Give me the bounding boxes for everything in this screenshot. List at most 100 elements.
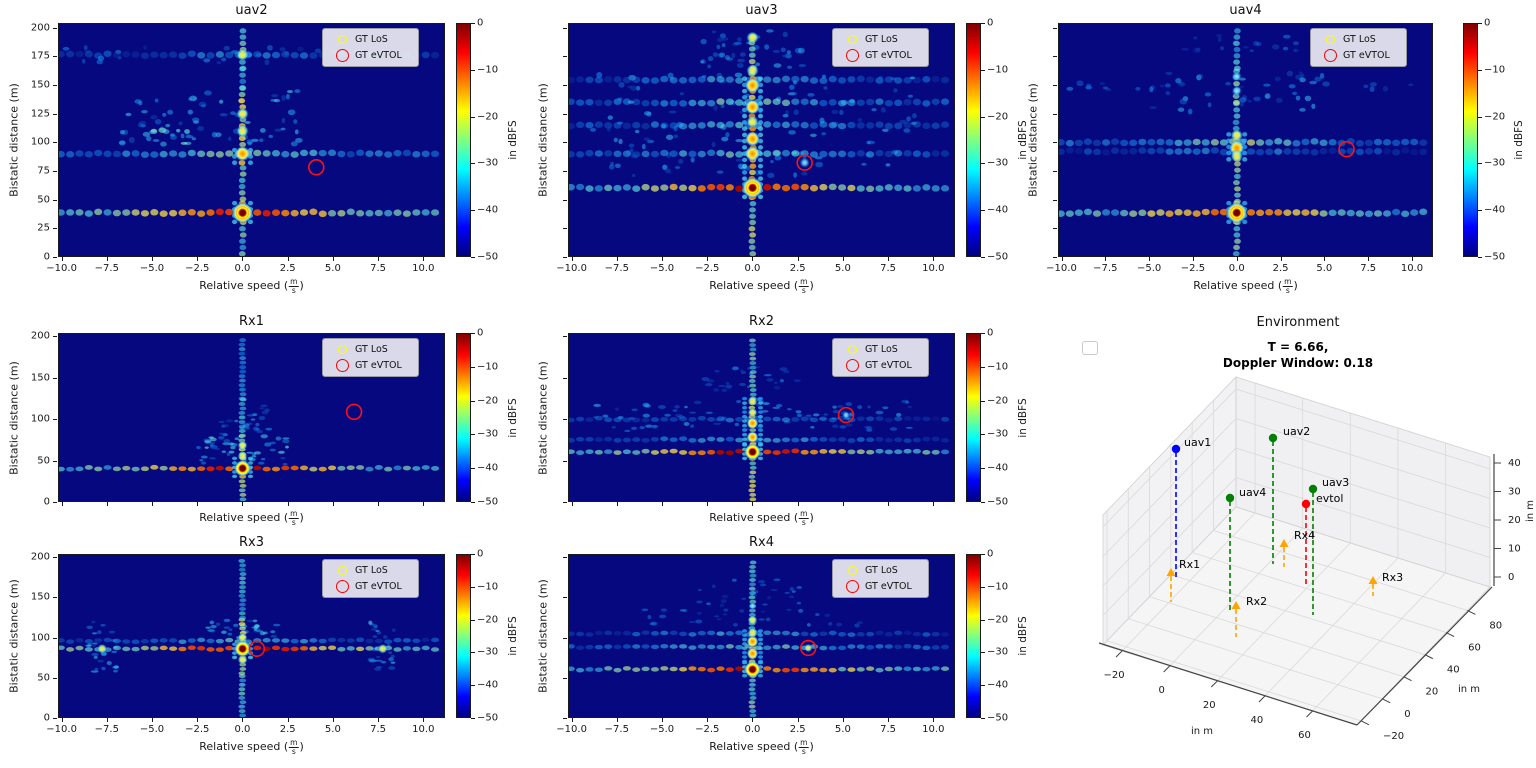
point-label-Rx4: Rx4 xyxy=(1294,529,1315,542)
x-tick-label: −5.0 xyxy=(649,263,675,274)
x-axis-label-Rx1: Relative speed (m s) xyxy=(199,509,304,527)
legend-item: GT eVTOL xyxy=(839,359,922,372)
env-y-tick-label: 60 xyxy=(1468,643,1481,654)
x-axis-label-suffix: ) xyxy=(809,510,814,524)
legend-label: GT LoS xyxy=(865,344,898,355)
x-tick-label: 5.0 xyxy=(834,724,851,735)
env-z-tick-label: 20 xyxy=(1508,515,1521,526)
bands-layer xyxy=(59,637,440,652)
x-axis-label-Rx4: Relative speed (m s) xyxy=(709,738,814,756)
colorbar-label-uav4: in dBFS xyxy=(1513,120,1525,160)
y-tick-label: 50 xyxy=(37,672,50,684)
y-tick xyxy=(53,718,57,719)
clutter-layer xyxy=(62,45,416,147)
x-tick xyxy=(152,718,154,722)
colorbar-tick xyxy=(471,163,475,165)
legend-item: GT LoS xyxy=(329,564,412,577)
fraction-denominator: s xyxy=(291,285,296,295)
x-tick-label: −2.5 xyxy=(185,263,210,274)
legend-ring xyxy=(845,580,859,593)
fraction-numerator: m xyxy=(799,277,809,287)
x-tick xyxy=(616,502,618,506)
x-tick xyxy=(332,502,334,506)
environment-subtitle-line1: T = 6.66, xyxy=(1267,340,1329,354)
markers-layer xyxy=(746,406,855,458)
x-tick xyxy=(1105,257,1107,261)
colorbar-label-Rx2: in dBFS xyxy=(1017,397,1029,438)
env-z-tick-label: 30 xyxy=(1508,487,1521,498)
x-tick xyxy=(61,257,63,261)
x-tick xyxy=(797,257,799,261)
y-tick xyxy=(53,460,57,462)
x-tick xyxy=(842,502,844,506)
gt-los-marker xyxy=(236,207,249,219)
y-tick xyxy=(1053,142,1057,144)
colorbar-tick xyxy=(471,69,475,71)
x-tick xyxy=(242,257,244,261)
clutter-layer xyxy=(1066,33,1414,115)
x-axis-label-Rx2: Relative speed (m s) xyxy=(709,509,814,527)
gt-evtol-marker xyxy=(800,639,817,657)
colorbar-tick xyxy=(981,23,985,24)
legend-ring xyxy=(847,345,857,354)
point-label-uav4: uav4 xyxy=(1239,486,1266,499)
legend-label: GT eVTOL xyxy=(355,360,402,371)
environment-legend-placeholder xyxy=(1082,341,1098,355)
y-tick xyxy=(53,419,57,421)
x-tick-label: −5.0 xyxy=(139,724,165,735)
x-tick xyxy=(616,257,618,261)
colorbar-Rx2 xyxy=(966,333,981,502)
y-axis-label-uav2: Bistatic distance (m) xyxy=(7,83,21,197)
x-tick xyxy=(662,502,664,506)
legend-item: GT LoS xyxy=(839,343,922,356)
peaks-layer xyxy=(743,601,762,678)
point-marker-uav4 xyxy=(1225,493,1235,503)
point-marker-uav1 xyxy=(1171,444,1181,454)
point-label-uav1: uav1 xyxy=(1184,436,1211,449)
x-tick-label: 7.5 xyxy=(370,263,387,274)
colorbar-tick-label: −30 xyxy=(477,646,499,658)
fraction-numerator: m xyxy=(799,738,809,748)
y-tick xyxy=(53,27,57,29)
colorbar-tick-label: 0 xyxy=(987,548,994,560)
peaks-layer xyxy=(233,440,252,477)
environment-panel: −20 0 20 40 60 in m −20 0 20 40 60 80 in m 0 10 20 30 40 i… xyxy=(1060,315,1536,768)
legend-item: GT eVTOL xyxy=(839,49,922,62)
heatmap-Rx4 xyxy=(568,554,955,718)
x-tick xyxy=(152,257,154,261)
colorbar-tick xyxy=(1478,257,1482,258)
x-axis-label-suffix: ) xyxy=(299,510,304,524)
y-tick-label: 200 xyxy=(30,22,50,34)
heatmap-uav3 xyxy=(568,23,955,257)
legend-ring xyxy=(847,35,857,44)
fraction-numerator: m xyxy=(289,738,299,748)
env-z-axis-label: in m xyxy=(1525,500,1536,522)
heatmap-Rx1 xyxy=(58,333,445,502)
legend-Rx3: GT LoS GT eVTOL xyxy=(322,559,419,598)
colorbar-tick-label: −50 xyxy=(477,712,499,724)
gt-evtol-marker xyxy=(248,640,266,657)
colorbar-tick-label: −10 xyxy=(477,581,499,593)
y-tick xyxy=(53,84,57,86)
gt-evtol-marker xyxy=(308,159,325,176)
colorbar-tick xyxy=(981,69,985,71)
legend-uav2: GT LoS GT eVTOL xyxy=(322,28,419,67)
env-z-tick-label: 10 xyxy=(1508,544,1521,555)
bands-layer xyxy=(569,415,950,456)
colorbar-tick xyxy=(981,502,985,503)
y-tick xyxy=(563,228,567,230)
x-axis-label-Rx3: Relative speed (m s) xyxy=(199,738,304,756)
colorbar-label-uav2: in dBFS xyxy=(507,120,519,160)
x-tick xyxy=(287,718,289,722)
colorbar-tick-label: −40 xyxy=(1484,204,1506,216)
legend-item: GT eVTOL xyxy=(329,580,412,593)
colorbar-tick-label: −20 xyxy=(1484,111,1506,123)
colorbar-uav3 xyxy=(966,23,981,257)
legend-label: GT LoS xyxy=(355,34,388,45)
legend-ring xyxy=(335,49,349,62)
x-axis-label-suffix: ) xyxy=(299,278,304,292)
peaks-layer xyxy=(97,632,388,665)
